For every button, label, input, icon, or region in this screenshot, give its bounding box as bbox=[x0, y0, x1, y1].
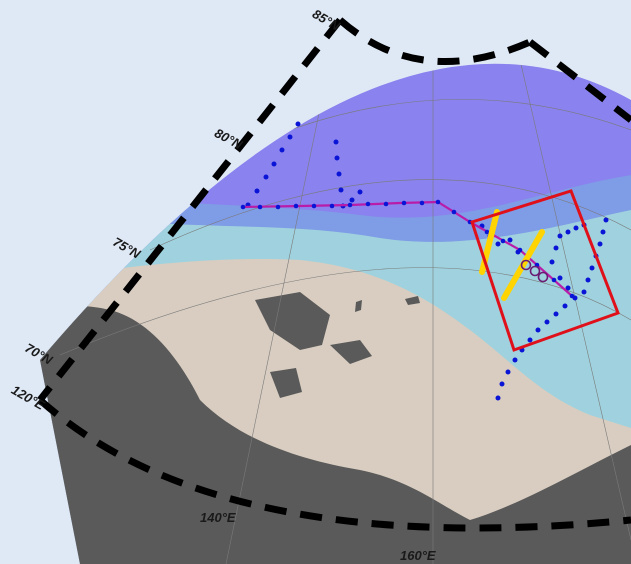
ship-track bbox=[242, 200, 573, 297]
island bbox=[355, 300, 362, 312]
lon-label: 140°E bbox=[200, 510, 236, 525]
lat-label: 85°N bbox=[310, 6, 343, 34]
island bbox=[405, 296, 420, 305]
lon-label: 120°E bbox=[9, 382, 48, 413]
markers bbox=[520, 259, 549, 283]
dark-mask bbox=[40, 306, 631, 564]
island bbox=[270, 368, 302, 398]
island bbox=[255, 292, 330, 350]
island bbox=[330, 340, 372, 364]
lon-label: 160°E bbox=[400, 548, 436, 563]
highlight-box bbox=[470, 189, 620, 352]
track-station-dots bbox=[240, 199, 575, 299]
map-frame bbox=[37, 17, 631, 532]
